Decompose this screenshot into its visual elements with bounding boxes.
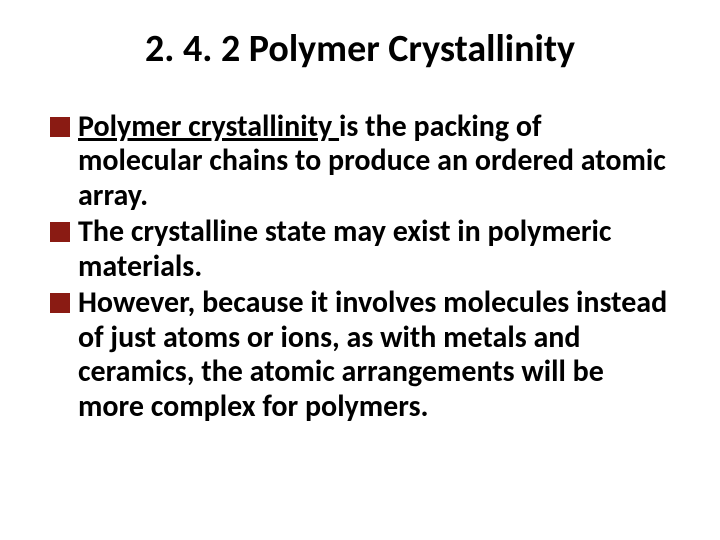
bullet-icon xyxy=(50,222,70,242)
bullet-item: Polymer crystallinity is the packing of … xyxy=(50,110,670,214)
bullet-lead-underlined: Polymer crystallinity xyxy=(78,108,339,145)
slide-body: Polymer crystallinity is the packing of … xyxy=(50,110,670,425)
bullet-text: However, because it involves molecules i… xyxy=(78,286,670,424)
bullet-item: The crystalline state may exist in polym… xyxy=(50,215,670,284)
slide-title: 2. 4. 2 Polymer Crystallinity xyxy=(50,28,670,72)
bullet-text: Polymer crystallinity is the packing of … xyxy=(78,110,670,214)
bullet-icon xyxy=(50,117,70,137)
slide: 2. 4. 2 Polymer Crystallinity Polymer cr… xyxy=(0,0,720,540)
bullet-rest: However, because it involves molecules i… xyxy=(78,284,667,425)
bullet-text: The crystalline state may exist in polym… xyxy=(78,215,670,284)
bullet-icon xyxy=(50,293,70,313)
bullet-rest: The crystalline state may exist in polym… xyxy=(78,213,611,285)
bullet-item: However, because it involves molecules i… xyxy=(50,286,670,424)
